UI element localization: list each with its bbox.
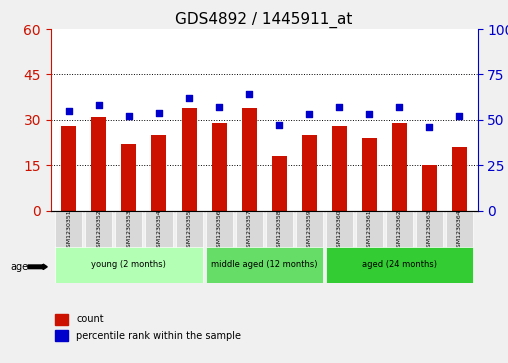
Text: GSM1230364: GSM1230364 — [457, 210, 462, 252]
Text: young (2 months): young (2 months) — [91, 261, 166, 269]
FancyBboxPatch shape — [85, 211, 112, 250]
FancyBboxPatch shape — [326, 247, 473, 283]
Point — [65, 108, 73, 114]
Point — [365, 111, 373, 117]
FancyBboxPatch shape — [206, 247, 323, 283]
FancyBboxPatch shape — [296, 211, 323, 250]
Bar — [61, 126, 76, 211]
Bar — [242, 108, 257, 211]
Point — [125, 113, 133, 119]
Text: GSM1230355: GSM1230355 — [186, 210, 192, 252]
Point — [275, 122, 283, 128]
Bar — [302, 135, 317, 211]
Title: GDS4892 / 1445911_at: GDS4892 / 1445911_at — [175, 12, 353, 28]
Text: percentile rank within the sample: percentile rank within the sample — [76, 331, 241, 341]
Bar — [55, 330, 68, 341]
Bar — [211, 123, 227, 211]
Point — [456, 113, 464, 119]
FancyBboxPatch shape — [236, 211, 263, 250]
Text: middle aged (12 months): middle aged (12 months) — [211, 261, 318, 269]
Bar — [452, 147, 467, 211]
Text: aged (24 months): aged (24 months) — [362, 261, 437, 269]
FancyBboxPatch shape — [206, 250, 323, 254]
Bar — [151, 135, 167, 211]
Point — [305, 111, 313, 117]
Text: count: count — [76, 314, 104, 325]
Bar — [181, 108, 197, 211]
FancyBboxPatch shape — [55, 250, 203, 254]
Text: GSM1230360: GSM1230360 — [337, 210, 342, 252]
Text: GSM1230357: GSM1230357 — [247, 210, 251, 252]
FancyBboxPatch shape — [386, 211, 413, 250]
Bar — [91, 117, 106, 211]
Bar — [121, 144, 137, 211]
Point — [245, 91, 253, 97]
FancyBboxPatch shape — [55, 247, 203, 283]
Point — [425, 124, 433, 130]
Point — [395, 104, 403, 110]
FancyBboxPatch shape — [416, 211, 443, 250]
Text: GSM1230361: GSM1230361 — [367, 210, 372, 252]
FancyBboxPatch shape — [326, 211, 353, 250]
Text: GSM1230356: GSM1230356 — [216, 210, 221, 252]
FancyBboxPatch shape — [145, 211, 173, 250]
Text: GSM1230353: GSM1230353 — [126, 210, 132, 252]
Text: GSM1230359: GSM1230359 — [307, 210, 312, 252]
Point — [215, 104, 223, 110]
FancyBboxPatch shape — [446, 211, 473, 250]
FancyBboxPatch shape — [55, 211, 82, 250]
Bar — [332, 126, 347, 211]
FancyBboxPatch shape — [175, 211, 203, 250]
Point — [185, 95, 193, 101]
Text: GSM1230351: GSM1230351 — [67, 210, 71, 252]
Text: GSM1230358: GSM1230358 — [277, 210, 281, 252]
Text: GSM1230362: GSM1230362 — [397, 210, 402, 252]
FancyBboxPatch shape — [326, 250, 473, 254]
Bar — [392, 123, 407, 211]
Text: age: age — [10, 262, 28, 272]
Point — [335, 104, 343, 110]
Bar — [272, 156, 287, 211]
Bar — [422, 165, 437, 211]
FancyBboxPatch shape — [115, 211, 142, 250]
Text: GSM1230354: GSM1230354 — [156, 210, 162, 252]
FancyBboxPatch shape — [266, 211, 293, 250]
Point — [155, 110, 163, 115]
Bar — [362, 138, 377, 211]
Text: GSM1230352: GSM1230352 — [97, 210, 102, 252]
FancyBboxPatch shape — [356, 211, 383, 250]
Point — [95, 102, 103, 108]
Bar — [55, 314, 68, 325]
FancyBboxPatch shape — [206, 211, 233, 250]
Text: GSM1230363: GSM1230363 — [427, 210, 432, 252]
